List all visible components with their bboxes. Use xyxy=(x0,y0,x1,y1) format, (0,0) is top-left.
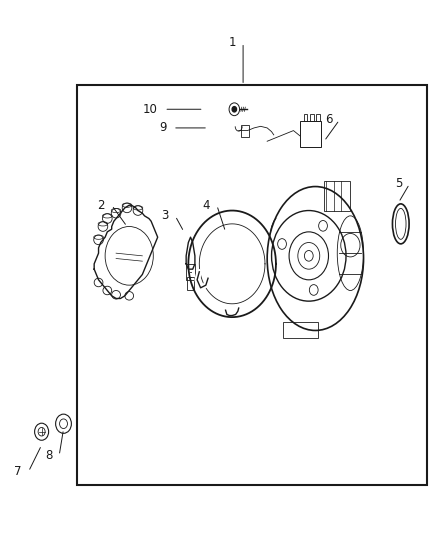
Bar xyxy=(187,277,194,290)
Text: 7: 7 xyxy=(14,465,22,478)
Text: 3: 3 xyxy=(161,209,169,222)
Bar xyxy=(304,114,307,121)
Text: 1: 1 xyxy=(229,36,237,49)
Bar xyxy=(310,114,314,121)
Bar xyxy=(77,85,427,485)
Text: 8: 8 xyxy=(45,449,53,462)
Text: 5: 5 xyxy=(396,177,403,190)
Circle shape xyxy=(232,107,237,112)
Text: 9: 9 xyxy=(159,122,166,134)
Text: 6: 6 xyxy=(325,114,333,126)
Text: 2: 2 xyxy=(98,199,105,212)
Text: 10: 10 xyxy=(143,103,158,116)
Text: 4: 4 xyxy=(203,199,210,212)
Bar xyxy=(241,125,249,137)
Bar xyxy=(300,121,321,147)
Bar xyxy=(186,264,195,280)
Bar xyxy=(324,181,350,211)
Bar xyxy=(316,114,320,121)
Bar xyxy=(283,322,318,338)
